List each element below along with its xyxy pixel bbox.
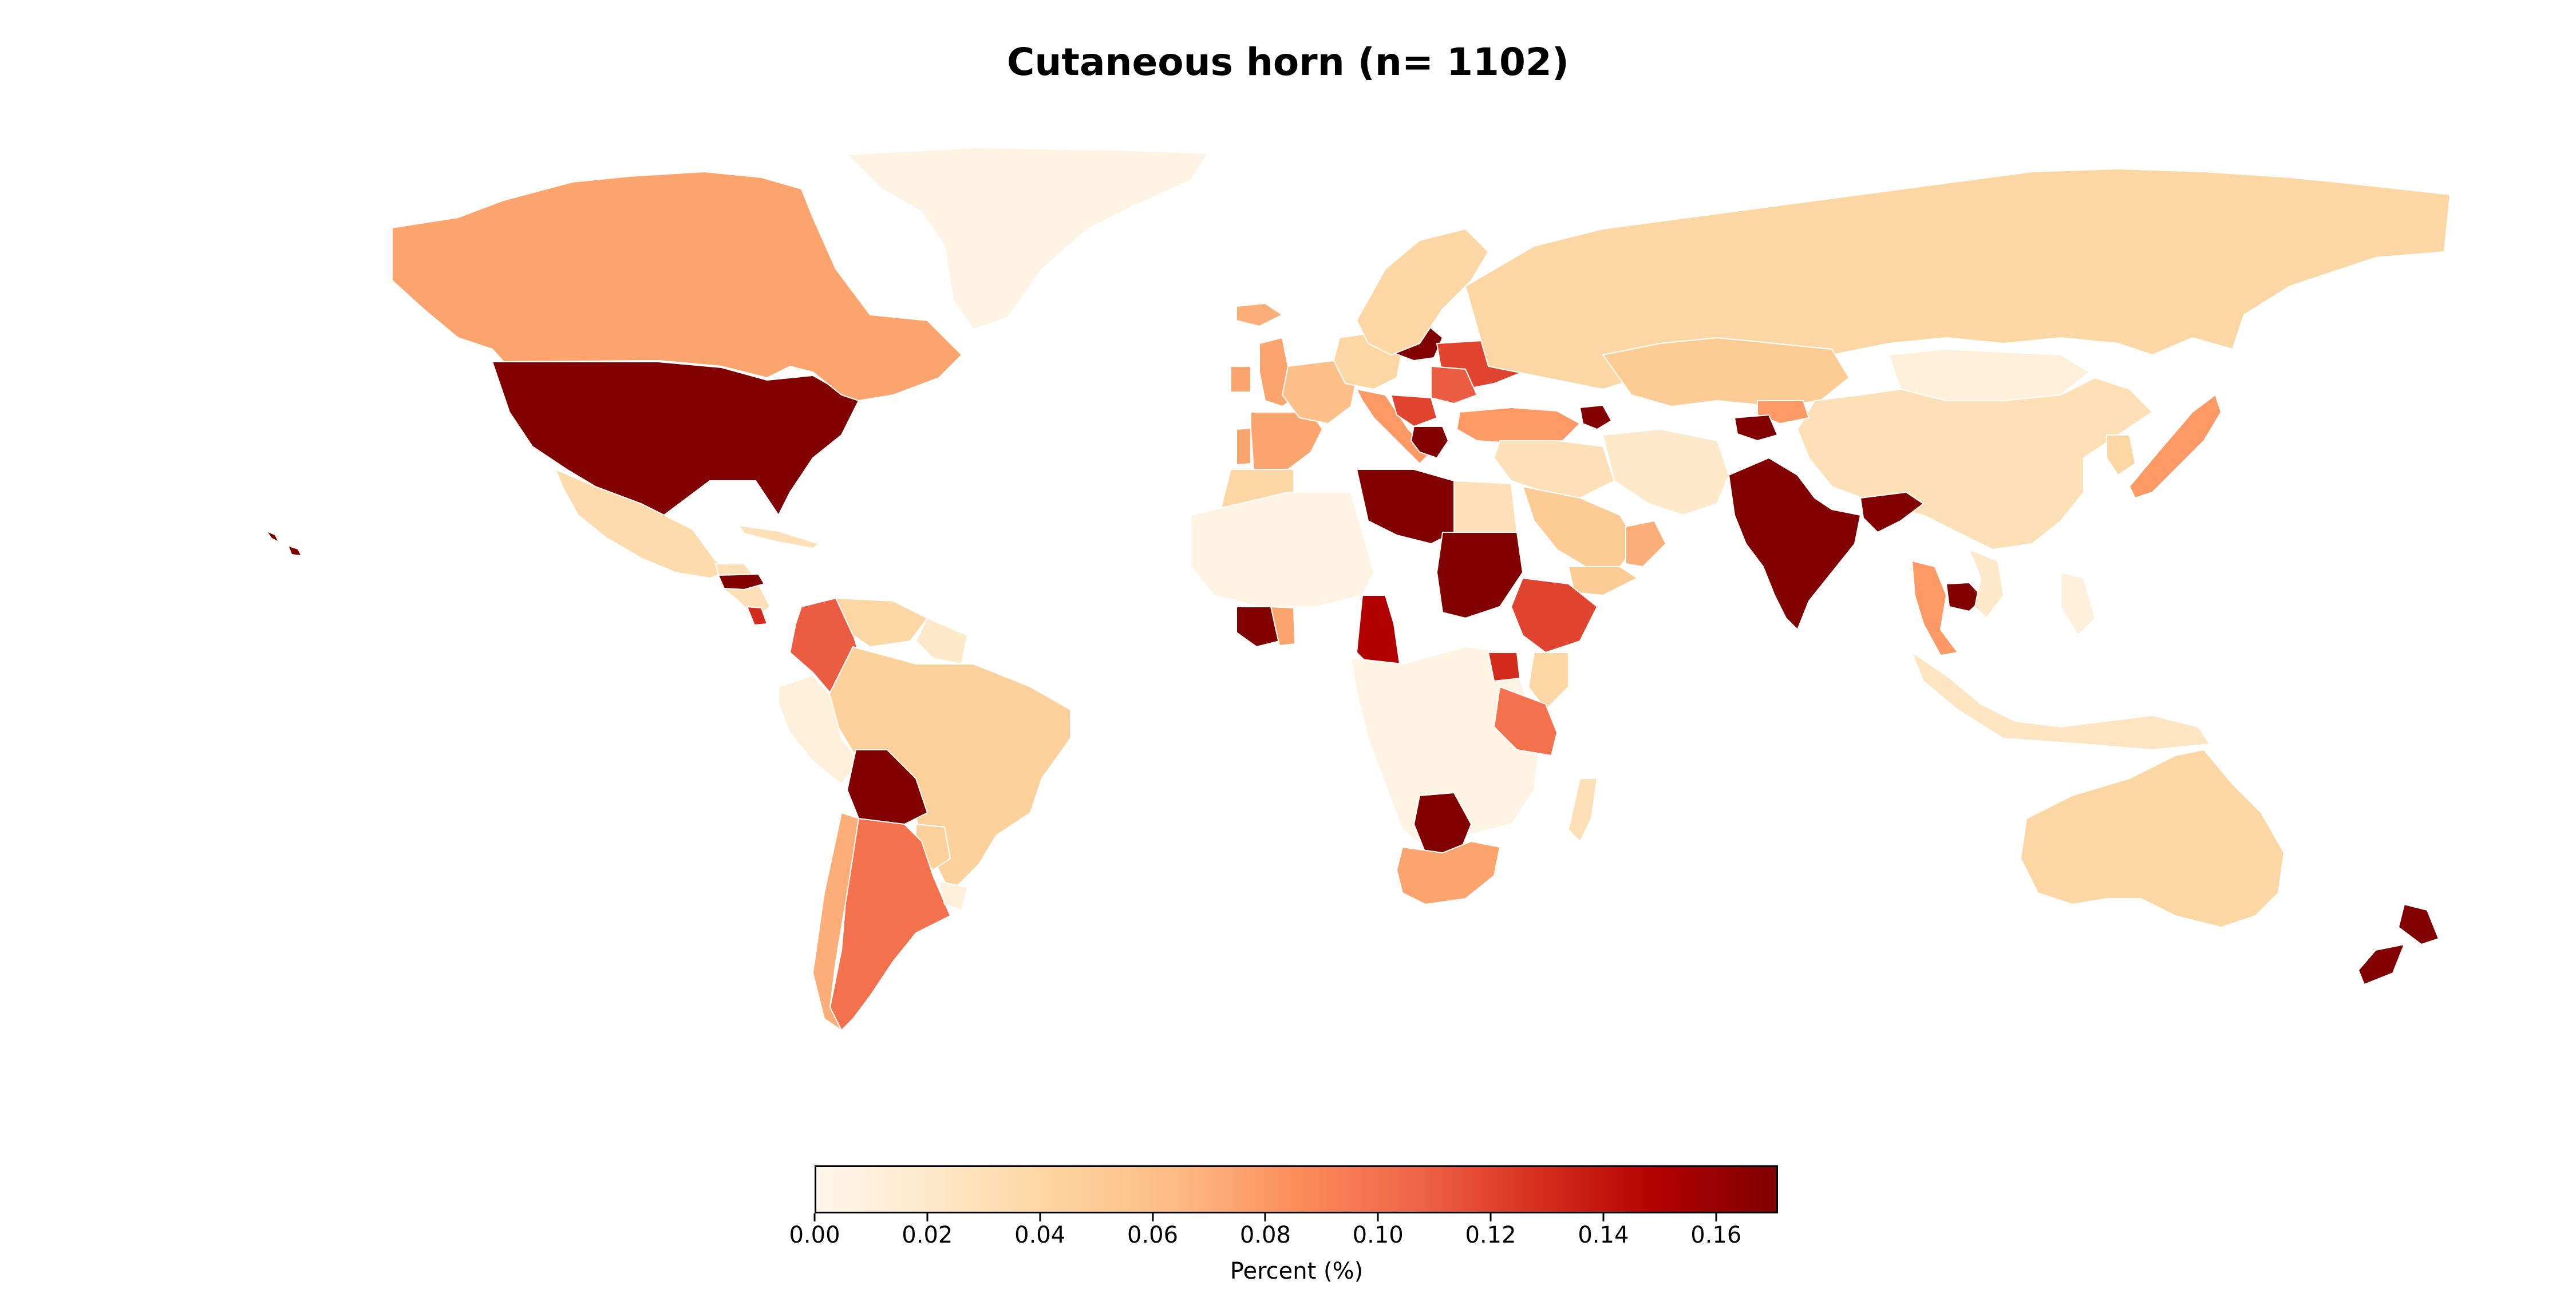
region-sudan <box>1436 532 1524 619</box>
region-korea <box>2106 434 2136 476</box>
region-mongolia <box>1888 348 2091 401</box>
region-iran <box>1602 428 1730 516</box>
region-new-zealand <box>2357 903 2440 986</box>
region-ghana <box>1270 606 1296 647</box>
region-west-africa <box>1190 492 1375 607</box>
region-philippines <box>2060 571 2096 636</box>
colorbar <box>815 1165 1778 1213</box>
region-turkey <box>1456 406 1581 445</box>
region-iceland <box>1236 302 1283 327</box>
map-title: Cutaneous horn (n= 1102) <box>1007 40 1569 84</box>
region-central-africa <box>1350 646 1541 848</box>
region-thailand <box>1911 560 1959 657</box>
colorbar-label: Percent (%) <box>1230 1258 1364 1284</box>
region-portugal <box>1236 427 1251 466</box>
region-canada <box>392 171 963 402</box>
region-uruguay <box>938 880 969 911</box>
region-ireland <box>1230 366 1251 393</box>
region-honduras <box>717 573 765 591</box>
region-yemen <box>1567 566 1638 596</box>
region-tajikistan <box>1733 414 1779 442</box>
region-argentina <box>829 817 951 1031</box>
region-greenland <box>846 147 1209 330</box>
region-kazakhstan <box>1602 337 1850 408</box>
region-hawaii <box>268 532 301 555</box>
region-libya <box>1356 469 1455 545</box>
region-australia <box>2020 749 2285 928</box>
region-tanzania <box>1493 686 1558 757</box>
region-cuba <box>737 524 820 549</box>
region-bangladesh <box>1859 491 1925 533</box>
region-kenya <box>1527 652 1569 711</box>
region-india <box>1728 457 1862 631</box>
region-costa-rica <box>746 606 768 626</box>
region-peru <box>778 674 860 785</box>
region-cameroon <box>1356 595 1401 671</box>
region-italy <box>1356 388 1432 465</box>
region-guyana <box>915 617 969 665</box>
region-japan <box>2128 394 2222 499</box>
region-brazil <box>823 646 1071 894</box>
region-scandinavia <box>1356 228 1490 356</box>
region-ethiopia <box>1510 577 1598 654</box>
region-egypt <box>1453 480 1518 533</box>
region-ivory-coast <box>1236 606 1281 648</box>
region-balkans <box>1390 394 1438 428</box>
region-vietnam <box>1968 548 2005 619</box>
region-indonesia <box>1910 651 2211 751</box>
region-united-states <box>491 361 860 516</box>
region-oman <box>1625 520 1667 568</box>
region-south-africa <box>1396 840 1501 905</box>
region-romania <box>1431 365 1478 405</box>
region-chile <box>812 812 860 1032</box>
region-madagascar <box>1567 778 1598 843</box>
region-china <box>1796 377 2154 551</box>
region-saudi-arabia <box>1522 485 1638 567</box>
region-venezuela <box>835 597 929 648</box>
region-greece <box>1410 426 1449 459</box>
region-armenia <box>1579 404 1613 430</box>
region-uganda <box>1487 652 1521 682</box>
